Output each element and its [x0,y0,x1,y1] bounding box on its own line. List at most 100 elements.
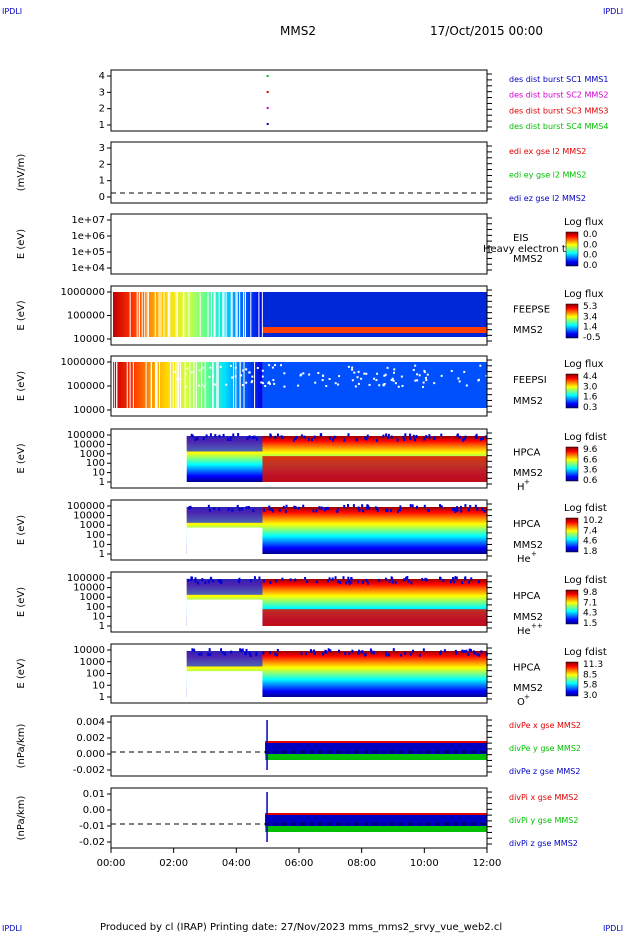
colorbar-tick-label: 9.8 [583,588,598,598]
x-tick-label: 02:00 [159,858,188,869]
colorbar-tick-label: 4.4 [583,372,598,382]
spectrogram-cold-region [262,362,487,408]
colorbar-tick-label: 5.3 [583,302,597,312]
y-tick-label: 0.00 [83,805,105,816]
y-tick-label: 100000 [67,381,105,392]
colorbar-tick-label: 6.6 [583,455,598,465]
y-axis-label: E (eV) [16,443,27,473]
instrument-label: HPCA [513,591,541,602]
species-charge: + [524,693,530,701]
colorbar-tick-label: 0.0 [583,261,598,271]
colorbar [565,303,579,339]
panel-feepsi: 1000000 100000 10000 E (eV) FEEPSI MMS2 Log fl… [16,355,604,417]
spacecraft-label: MMS2 [513,540,543,551]
y-tick-label: 0 [99,192,105,203]
instrument-label: FEEPSI [513,375,547,386]
colorbar-tick-label: 4.6 [583,537,598,547]
y-tick-label: -0.002 [73,765,105,776]
colorbar-tick-label: 8.5 [583,670,597,680]
colorbar-tick-label: 0.6 [583,476,598,486]
colorbar-tick-label: 7.4 [583,526,598,536]
colorbar [565,589,579,625]
burst-mark [266,91,269,93]
legend-entry: divPe z gse MMS2 [509,767,580,776]
y-tick-label: 1e+07 [71,215,105,226]
spacecraft-label: MMS2 [513,325,543,336]
y-axis-label: (nPa/km) [16,724,27,769]
panel-burst: 4 3 2 1 des dist burst SC1 MMS1 des dist burs… [99,69,608,132]
colorbar-title: Log fdist [564,432,607,443]
y-tick-label: 10000 [73,645,105,656]
y-axis-label: E (eV) [16,515,27,545]
y-tick-label: 100 [86,530,105,541]
colorbar-title: Log fdist [564,503,607,514]
y-axis-label: (mV/m) [16,154,27,192]
y-tick-label: 100000 [67,311,105,322]
panel-frame [110,428,488,489]
colorbar-tick-label: 3.4 [583,312,598,322]
y-tick-label: 4 [99,71,105,82]
y-tick-label: 0.000 [76,749,105,760]
panel-frame [110,141,488,204]
y-tick-label: 10 [92,539,105,550]
x-tick-label: 06:00 [285,858,314,869]
divp-x-trace [265,741,487,743]
y-tick-label: 10000 [73,511,105,522]
colorbar-tick-label: 1.5 [583,619,597,629]
divp-z-trace [265,742,487,754]
legend-entry: divPi z gse MMS2 [509,839,578,848]
colorbar [565,446,579,482]
y-tick-label: 0.004 [76,717,105,728]
colorbar-tick-label: 5.8 [583,681,598,691]
y-tick-label: 1000 [80,520,105,531]
y-tick-label: 10 [92,468,105,479]
y-tick-label: 1000000 [60,287,105,298]
burst-mark [266,123,269,125]
species-label: He [517,626,531,637]
legend-entry: divPi x gse MMS2 [509,793,578,802]
colorbar-title: Log fdist [564,647,607,658]
y-axis-label: E (eV) [16,300,27,330]
species-label: He [517,554,531,565]
y-tick-label: 100000 [67,501,105,512]
y-tick-label: 100 [86,458,105,469]
burst-mark [266,75,269,77]
colorbar-tick-label: -0.5 [583,333,601,343]
colorbar-tick-label: 1.4 [583,323,598,333]
spacecraft-label: MMS2 [513,468,543,479]
legend-entry: edi ex gse l2 MMS2 [509,147,586,156]
colorbar-tick-label: 1.8 [583,547,598,557]
legend-entry: des dist burst SC1 MMS1 [509,75,608,84]
colorbar-tick-label: 0.0 [583,251,598,261]
y-tick-label: 100000 [67,430,105,441]
y-tick-label: 1 [99,176,105,187]
instrument-label: HPCA [513,519,541,530]
spectrogram-low-band [262,327,487,333]
header-mission: MMS2 [280,24,316,38]
colorbar [565,661,579,697]
y-axis-label: E (eV) [16,658,27,688]
species-label: H [517,482,525,493]
y-tick-label: 1e+05 [71,247,105,258]
panel-divpi: 0.01 0.00 -0.01 -0.02 (nPa/km) divPi x gse MM… [16,787,578,849]
instrument-label: HPCA [513,663,541,674]
x-tick-label: 04:00 [222,858,251,869]
y-tick-label: 10000 [73,405,105,416]
y-tick-label: 1e+04 [71,263,105,274]
y-tick-label: 0.002 [76,733,105,744]
colorbar-title: Log flux [564,359,604,370]
colorbar-title: Log fdist [564,575,607,586]
instrument-label: FEEPSE [513,305,550,316]
instrument-label: EIS [513,233,529,244]
spacecraft-label: MMS2 [513,612,543,623]
panel-edi: 3 2 1 0 (mV/m) edi ex gse l2 MMS2 edi ey gse l… [16,141,587,204]
colorbar-tick-label: 11.3 [583,660,603,670]
y-axis-label: (nPa/km) [16,796,27,841]
colorbar [565,517,579,553]
